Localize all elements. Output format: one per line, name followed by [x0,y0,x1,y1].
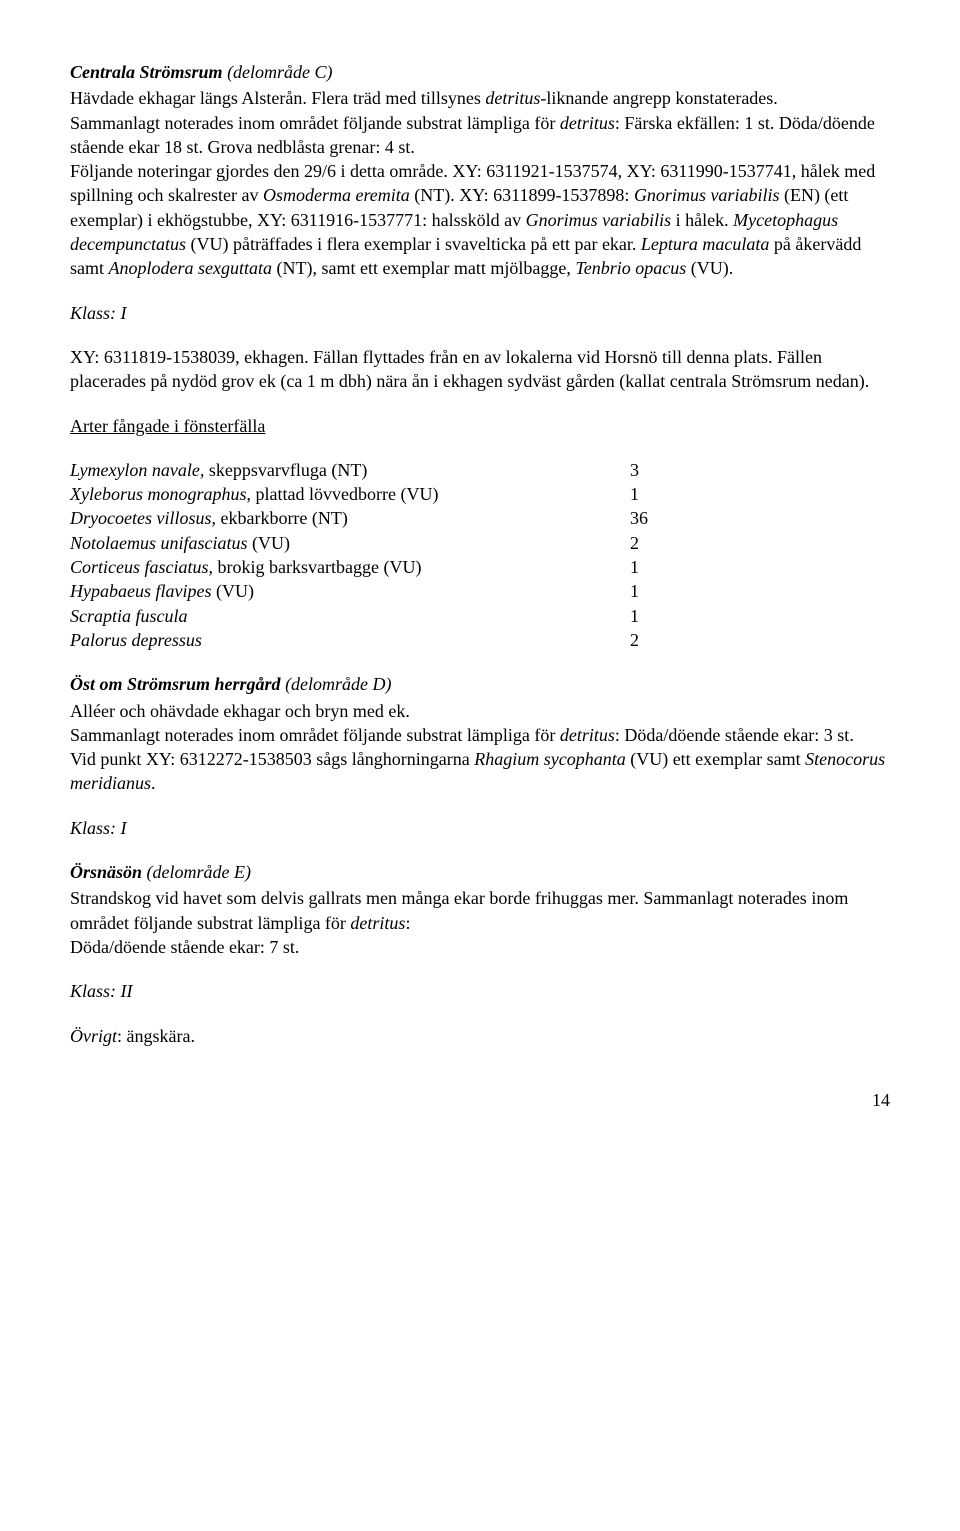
species-rest: skeppsvarvfluga (NT) [209,460,367,480]
species-table: Lymexylon navale, skeppsvarvfluga (NT)3 … [70,458,690,652]
ovrigt-label: Övrigt [70,1026,117,1046]
text: Osmoderma eremita [263,185,410,205]
species-count: 1 [630,482,690,506]
text: Sammanlagt noterades inom området följan… [70,113,560,133]
text: Gnorimus variabilis [526,210,672,230]
text: detritus [350,913,405,933]
text: : [405,913,410,933]
text: detritus [560,113,615,133]
table-row: Scraptia fuscula 1 [70,604,690,628]
text: i hålek. [671,210,733,230]
text: Strandskog vid havet som delvis gallrats… [70,888,848,932]
table-row: Dryocoetes villosus, ekbarkborre (NT) 36 [70,506,690,530]
table-row: Corticeus fasciatus, brokig barksvartbag… [70,555,690,579]
text: (VU) påträffades i flera exemplar i svav… [186,234,641,254]
species-rest: , brokig barksvartbagge (VU) [209,557,422,577]
section-d-body: Alléer och ohävdade ekhagar och bryn med… [70,699,890,796]
species-sci: Palorus depressus [70,630,202,650]
section-c-para2: XY: 6311819-1538039, ekhagen. Fällan fly… [70,345,890,394]
species-count: 2 [630,531,690,555]
table-row: Hypabaeus flavipes (VU) 1 [70,579,690,603]
species-count: 36 [630,506,690,530]
species-rest: (VU) [211,581,254,601]
text: . [151,773,156,793]
species-sci: Corticeus fasciatus [70,557,209,577]
text: (VU). [686,258,733,278]
table-row: Xyleborus monographus, plattad lövvedbor… [70,482,690,506]
text: Tenbrio opacus [575,258,686,278]
species-sci: Lymexylon navale, [70,460,209,480]
section-c-klass: Klass: I [70,301,890,325]
section-d-title: Öst om Strömsrum herrgård (delområde D) [70,672,890,696]
species-sci: Scraptia fuscula [70,606,188,626]
species-rest: (VU) [248,533,291,553]
text: Alléer och ohävdade ekhagar och bryn med… [70,701,410,721]
ovrigt-text: : ängskära. [117,1026,195,1046]
text: Gnorimus variabilis [634,185,780,205]
species-count: 2 [630,628,690,652]
species-rest: , plattad lövvedborre (VU) [247,484,439,504]
text: Vid punkt XY: 6312272-1538503 sågs långh… [70,749,474,769]
species-count: 1 [630,579,690,603]
text: (NT), samt ett exemplar matt mjölbagge, [272,258,575,278]
text: Döda/döende stående ekar: 7 st. [70,937,299,957]
section-c-title-bold: Centrala Strömsrum [70,62,223,82]
page-number: 14 [70,1088,890,1112]
species-list-heading: Arter fångade i fönsterfälla [70,414,890,438]
section-e-title-bold: Örsnäsön [70,862,142,882]
table-row: Lymexylon navale, skeppsvarvfluga (NT) 3 [70,458,690,482]
text: Anoplodera sexguttata [109,258,272,278]
text: (NT). XY: 6311899-1537898: [410,185,634,205]
species-sci: Notolaemus unifasciatus [70,533,248,553]
species-count: 1 [630,555,690,579]
section-c-body: Hävdade ekhagar längs Alsterån. Flera tr… [70,86,890,280]
text: (VU) ett exemplar samt [626,749,805,769]
species-count: 1 [630,604,690,628]
text: detritus [560,725,615,745]
section-e-ovrigt: Övrigt: ängskära. [70,1024,890,1048]
table-row: Palorus depressus 2 [70,628,690,652]
text: detritus [485,88,540,108]
text: Leptura maculata [641,234,770,254]
section-e-title-plain: (delområde E) [142,862,251,882]
section-c-title: Centrala Strömsrum (delområde C) [70,60,890,84]
section-c-title-plain: (delområde C) [223,62,333,82]
text: Sammanlagt noterades inom området följan… [70,725,560,745]
text: Hävdade ekhagar längs Alsterån. Flera tr… [70,88,485,108]
section-d-title-bold: Öst om Strömsrum herrgård [70,674,281,694]
species-rest: , ekbarkborre (NT) [211,508,347,528]
section-d-klass: Klass: I [70,816,890,840]
text: -liknande angrepp konstaterades. [540,88,777,108]
section-d-title-plain: (delområde D) [281,674,392,694]
text: Rhagium sycophanta [474,749,625,769]
section-e-body: Strandskog vid havet som delvis gallrats… [70,886,890,959]
section-e-klass: Klass: II [70,979,890,1003]
species-sci: Hypabaeus flavipes [70,581,211,601]
table-row: Notolaemus unifasciatus (VU) 2 [70,531,690,555]
text: : Döda/döende stående ekar: 3 st. [615,725,854,745]
species-sci: Xyleborus monographus [70,484,247,504]
species-count: 3 [630,458,690,482]
section-e-title: Örsnäsön (delområde E) [70,860,890,884]
species-sci: Dryocoetes villosus [70,508,211,528]
